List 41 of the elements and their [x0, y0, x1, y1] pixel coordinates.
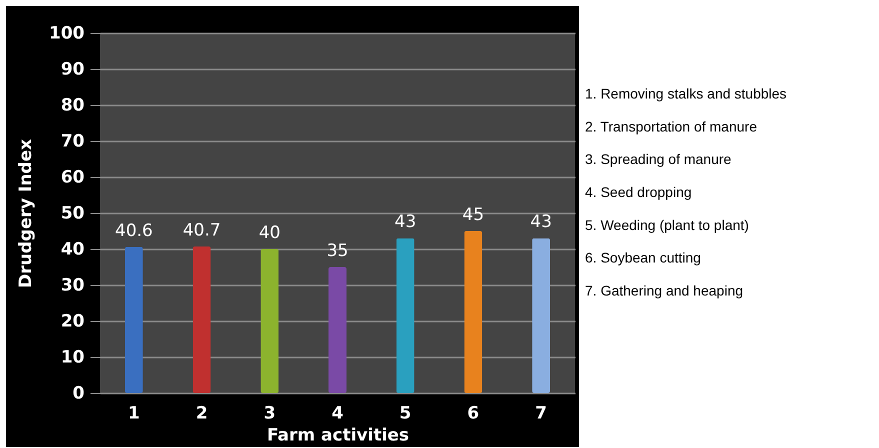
x-tick-label: 6: [467, 404, 480, 424]
text: 1. Removing stalks and stubbles: [585, 85, 787, 102]
y-tick-label: 60: [60, 168, 85, 188]
y-axis-title: Drudgery Index: [16, 139, 36, 288]
x-tick-label: 4: [332, 404, 344, 424]
x-tick-label: 5: [399, 404, 412, 424]
bar: [464, 231, 482, 393]
y-tick-label: 80: [60, 96, 85, 116]
text: 6. Soybean cutting: [585, 250, 701, 266]
bar: [328, 267, 346, 393]
y-tick-label: 0: [72, 384, 85, 404]
bar: [260, 249, 279, 393]
bar: [396, 238, 414, 393]
y-tick-label: 100: [49, 24, 85, 44]
y-tick-label: 70: [60, 132, 85, 152]
data-label: 43: [394, 212, 416, 232]
x-tick-label: 7: [535, 404, 547, 424]
x-tick-label: 2: [196, 404, 208, 424]
y-tick-label: 30: [60, 276, 85, 296]
data-label: 35: [326, 241, 348, 261]
x-tick-label: 1: [128, 404, 140, 424]
data-label: 40: [258, 223, 280, 243]
y-tick-label: 50: [60, 204, 85, 224]
text: 4. Seed dropping: [585, 184, 692, 200]
x-tick-label: 3: [264, 404, 276, 424]
text: 7. Gathering and heaping: [585, 282, 744, 299]
y-tick-label: 40: [60, 240, 85, 260]
bar: [124, 246, 143, 393]
y-tick-label: 20: [60, 312, 85, 332]
text: 3. Spreading of manure: [585, 151, 732, 168]
text: 5. Weeding (plant to plant): [585, 216, 749, 233]
data-label: 43: [530, 212, 552, 232]
data-label: 45: [462, 205, 484, 225]
data-label: 40.7: [182, 220, 221, 240]
bar: [532, 238, 550, 393]
y-tick-label: 90: [60, 60, 85, 80]
x-axis-title: Farm activities: [266, 426, 410, 446]
data-label: 40.6: [115, 220, 153, 241]
bar: [192, 246, 211, 393]
text: 2. Transportation of manure: [585, 118, 758, 134]
y-tick-label: 10: [60, 348, 85, 368]
